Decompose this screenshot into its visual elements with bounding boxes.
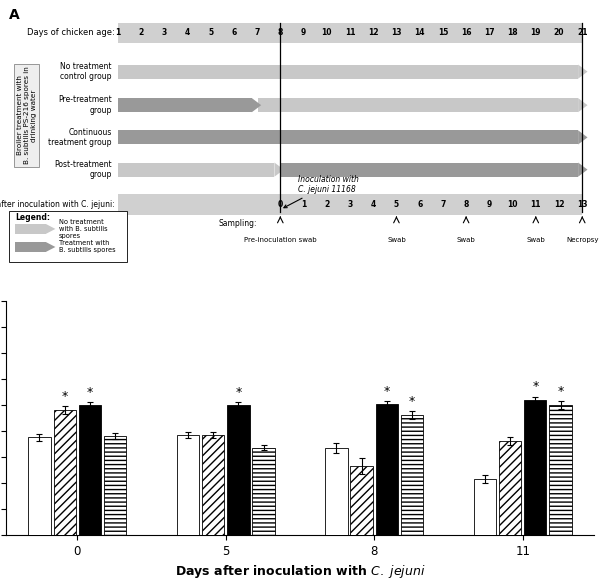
Bar: [499, 442, 521, 535]
Text: 21: 21: [577, 28, 587, 38]
Bar: [9, 211, 127, 262]
Bar: [202, 435, 224, 535]
Polygon shape: [578, 131, 587, 145]
Text: Days after inoculation with C. jejuni:: Days after inoculation with C. jejuni:: [0, 200, 115, 209]
Bar: [401, 415, 423, 535]
Text: 17: 17: [484, 28, 494, 38]
Bar: [325, 448, 347, 535]
Bar: [253, 448, 275, 535]
Bar: [118, 98, 252, 112]
Text: 3: 3: [161, 28, 167, 38]
Bar: [28, 437, 50, 535]
Bar: [280, 162, 578, 177]
Polygon shape: [578, 65, 587, 79]
Text: *: *: [87, 386, 93, 399]
Text: 5: 5: [394, 200, 399, 209]
Text: 13: 13: [577, 200, 587, 209]
Text: No treatment
control group: No treatment control group: [61, 62, 112, 81]
Text: Days of chicken age:: Days of chicken age:: [27, 28, 115, 38]
Text: 1: 1: [115, 28, 121, 38]
Text: 8: 8: [278, 28, 283, 38]
Text: 5: 5: [208, 28, 213, 38]
Polygon shape: [578, 98, 587, 112]
Bar: [350, 466, 373, 535]
Bar: [118, 131, 578, 145]
Text: 7: 7: [440, 200, 446, 209]
Polygon shape: [46, 224, 55, 234]
Bar: [118, 65, 578, 79]
Text: 10: 10: [508, 200, 518, 209]
Text: 9: 9: [301, 28, 306, 38]
Text: 0: 0: [278, 200, 283, 209]
Text: *: *: [384, 385, 390, 398]
Bar: [550, 405, 572, 535]
Bar: [104, 436, 126, 535]
Text: Inoculation with
C. jejuni 11168: Inoculation with C. jejuni 11168: [284, 175, 359, 208]
Text: 4: 4: [371, 200, 376, 209]
Bar: [79, 405, 101, 535]
Text: 1: 1: [301, 200, 306, 209]
Text: No treatment
with B. subtilis
spores: No treatment with B. subtilis spores: [59, 219, 107, 239]
Bar: [257, 98, 578, 112]
Bar: [474, 479, 496, 535]
Text: 11: 11: [345, 28, 355, 38]
Text: Pre-inoculation swab: Pre-inoculation swab: [244, 236, 317, 243]
Text: Treatment with
B. subtilis spores: Treatment with B. subtilis spores: [59, 240, 116, 253]
Text: Necropsy: Necropsy: [566, 236, 598, 243]
Text: 2: 2: [139, 28, 143, 38]
Text: 9: 9: [487, 200, 492, 209]
Text: Swab: Swab: [387, 236, 406, 243]
Bar: [227, 405, 250, 535]
Text: 3: 3: [347, 200, 353, 209]
Text: 18: 18: [507, 28, 518, 38]
Text: Pre-treatment
group: Pre-treatment group: [58, 95, 112, 115]
Text: Post-treatment
group: Post-treatment group: [54, 160, 112, 179]
Text: 2: 2: [324, 200, 329, 209]
Bar: [53, 410, 76, 535]
Bar: [524, 400, 547, 535]
Polygon shape: [46, 242, 55, 252]
Text: Swab: Swab: [526, 236, 545, 243]
Text: 14: 14: [415, 28, 425, 38]
Text: 15: 15: [437, 28, 448, 38]
Bar: [376, 403, 398, 535]
Text: 4: 4: [185, 28, 190, 38]
Text: 12: 12: [368, 28, 379, 38]
Text: *: *: [532, 380, 538, 393]
Text: Swab: Swab: [457, 236, 475, 243]
Text: A: A: [9, 8, 20, 22]
Bar: [118, 162, 274, 177]
Text: 11: 11: [530, 200, 541, 209]
Bar: [118, 194, 582, 215]
Bar: [177, 435, 199, 535]
Text: 16: 16: [461, 28, 472, 38]
Text: *: *: [557, 385, 564, 398]
Text: 10: 10: [322, 28, 332, 38]
Text: Broiler treatment with
B. subtilis PS-216 spores in
drinking water: Broiler treatment with B. subtilis PS-21…: [17, 66, 37, 164]
Text: Legend:: Legend:: [15, 213, 50, 222]
Text: *: *: [409, 395, 415, 408]
Bar: [118, 23, 582, 44]
Polygon shape: [274, 162, 284, 177]
Text: 12: 12: [554, 200, 564, 209]
Text: *: *: [235, 386, 242, 399]
Text: 8: 8: [463, 200, 469, 209]
Text: Continuous
treatment group: Continuous treatment group: [49, 128, 112, 147]
Text: Sampling:: Sampling:: [218, 219, 257, 228]
Text: 19: 19: [530, 28, 541, 38]
Bar: [15, 242, 46, 252]
Text: 20: 20: [554, 28, 564, 38]
Text: 7: 7: [254, 28, 260, 38]
X-axis label: Days after inoculation with $\it{C.\ jejuni}$: Days after inoculation with $\it{C.\ jej…: [175, 563, 425, 580]
Text: 6: 6: [417, 200, 422, 209]
Text: 6: 6: [231, 28, 236, 38]
Text: *: *: [62, 390, 68, 403]
Polygon shape: [252, 98, 261, 112]
Text: 13: 13: [391, 28, 401, 38]
Bar: [15, 224, 46, 234]
Polygon shape: [578, 162, 587, 177]
